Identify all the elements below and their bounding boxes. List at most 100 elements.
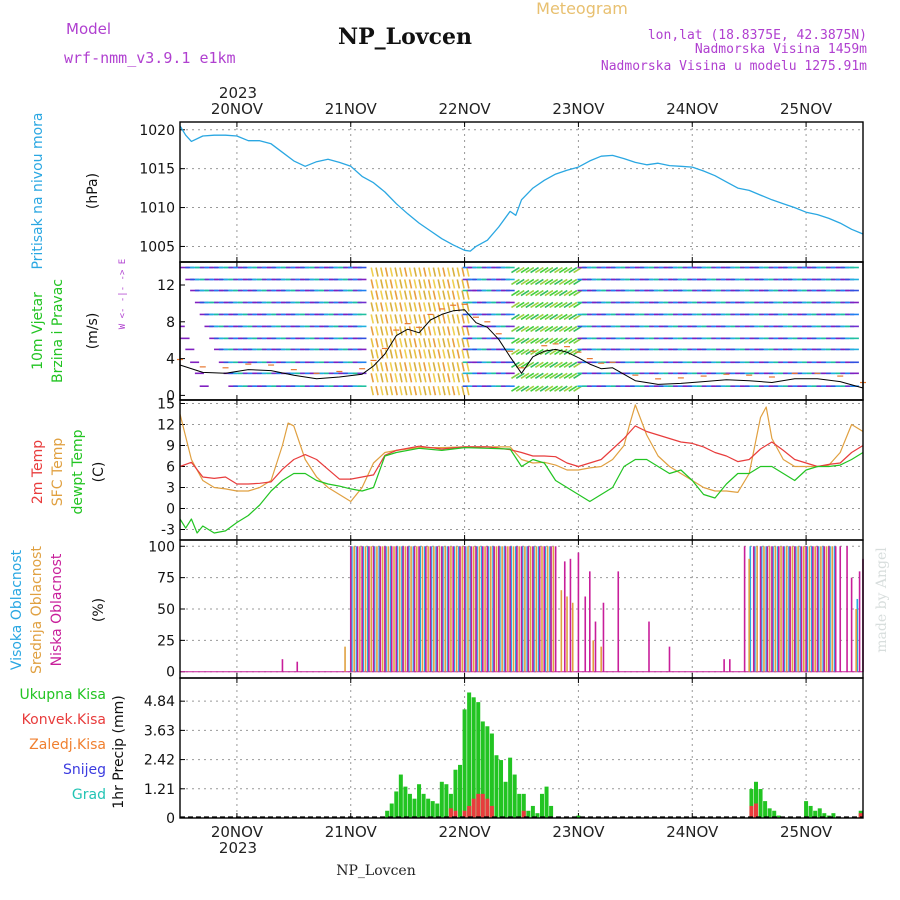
wind-arrow <box>456 314 461 324</box>
rain-bar <box>576 815 581 818</box>
wind-arrow <box>370 338 375 348</box>
wind-arrow <box>423 314 427 324</box>
wind-arrow <box>534 289 544 297</box>
wind-arrow <box>437 267 441 277</box>
wind-arrow <box>399 338 403 348</box>
rain-bar <box>539 793 544 818</box>
wind-arrow <box>549 325 559 333</box>
rain-bar <box>526 810 531 818</box>
wind-arrow <box>466 338 470 348</box>
wind-arrow <box>384 373 389 383</box>
wind-arrow <box>530 348 539 356</box>
rain-bar <box>480 721 485 818</box>
wind-arrow <box>563 301 573 309</box>
pressure-line <box>179 125 864 252</box>
wind-arrow <box>534 361 544 368</box>
wind-arrow <box>375 349 379 359</box>
pressure-ylabel: Pritisak na nivou mora (hPa) <box>30 112 101 269</box>
wind-arrow <box>446 386 451 396</box>
wind-arrow <box>534 325 544 333</box>
wind-arrow <box>446 314 451 324</box>
ytick-label: 12 <box>157 418 175 434</box>
wind-arrow <box>539 325 549 333</box>
wind-arrow <box>384 326 389 336</box>
wind-arrow <box>558 289 568 297</box>
wind-arrow <box>375 386 379 396</box>
wind-arrow <box>408 386 413 396</box>
wind-arrow <box>413 362 418 372</box>
wind-arrow <box>563 266 573 274</box>
wind-arrow <box>384 349 389 359</box>
ytick-label: 4.84 <box>144 694 175 710</box>
panel-frame <box>179 121 864 263</box>
wind-arrow <box>544 325 554 333</box>
sfc-temp-line <box>179 404 864 503</box>
wind-arrow <box>558 325 568 333</box>
cloud-units: (%) <box>91 598 107 622</box>
wind-arrow <box>573 325 583 333</box>
wind-arrow <box>544 301 554 309</box>
day-label-top: 25NOV <box>780 100 833 118</box>
wind-arrow <box>515 385 525 392</box>
wind-arrow <box>515 325 525 333</box>
ytick-label: 2.42 <box>144 753 175 769</box>
rain-bar <box>767 808 772 818</box>
elevation-text: Nadmorska Visina 1459m <box>695 42 867 57</box>
panel-cloud: 0 25 50 75 100 <box>148 539 864 681</box>
wind-arrow <box>568 266 578 274</box>
wind-arrow <box>370 314 375 324</box>
wind-arrow <box>456 338 461 348</box>
wind-arrow <box>380 326 384 336</box>
ytick-label: 12 <box>157 278 175 294</box>
wind-arrow <box>530 372 539 379</box>
wind-arrow <box>423 386 427 396</box>
rain-bar <box>749 789 754 818</box>
wind-arrow <box>375 314 379 324</box>
wind-arrow <box>432 362 437 372</box>
wind-arrow <box>451 290 456 300</box>
wind-arrow <box>394 373 398 383</box>
wind-arrow <box>370 386 375 396</box>
wind-arrow <box>568 325 578 333</box>
wind-arrow <box>530 289 539 297</box>
wind-arrow <box>573 361 583 368</box>
wind-arrow <box>432 373 437 383</box>
ytick-label: 75 <box>157 571 175 587</box>
wind-arrow <box>451 326 456 336</box>
wind-arrow <box>520 313 530 321</box>
wind-arrow <box>389 349 394 359</box>
wind-arrow <box>394 279 398 289</box>
wind-arrow <box>437 386 441 396</box>
legend-graupel: Grad <box>72 787 106 803</box>
rain-bar <box>448 793 453 818</box>
rain-bar <box>462 709 467 818</box>
wind-arrow <box>511 372 520 379</box>
wind-arrow <box>568 337 578 345</box>
wind-arrow <box>461 373 465 383</box>
wind-arrow <box>418 302 422 312</box>
wind-arrow <box>558 301 568 309</box>
wind-arrow <box>511 278 520 286</box>
wind-arrow <box>427 326 432 336</box>
wind-arrow <box>461 267 465 277</box>
model-elevation-text: Nadmorska Visina u modelu 1275.91m <box>601 59 867 74</box>
wind-arrow <box>375 338 379 348</box>
wind-arrow <box>384 386 389 396</box>
rain-bar <box>499 760 504 818</box>
ytick-label: 6 <box>166 460 175 476</box>
wind-arrow <box>554 266 563 274</box>
wind-arrow <box>539 278 549 286</box>
wind-arrow <box>525 385 535 392</box>
wind-arrow <box>432 267 437 277</box>
wind-arrow <box>568 289 578 297</box>
wind-arrow <box>394 326 398 336</box>
wind-arrow <box>554 325 563 333</box>
wind-arrow <box>389 302 394 312</box>
day-label-top: 21NOV <box>325 100 378 118</box>
ytick-label: 9 <box>166 439 175 455</box>
convective-bar <box>753 803 758 818</box>
wind-arrow <box>403 302 408 312</box>
wind-arrow <box>525 289 535 297</box>
wind-arrow <box>370 290 375 300</box>
day-label-top: 22NOV <box>439 100 492 118</box>
